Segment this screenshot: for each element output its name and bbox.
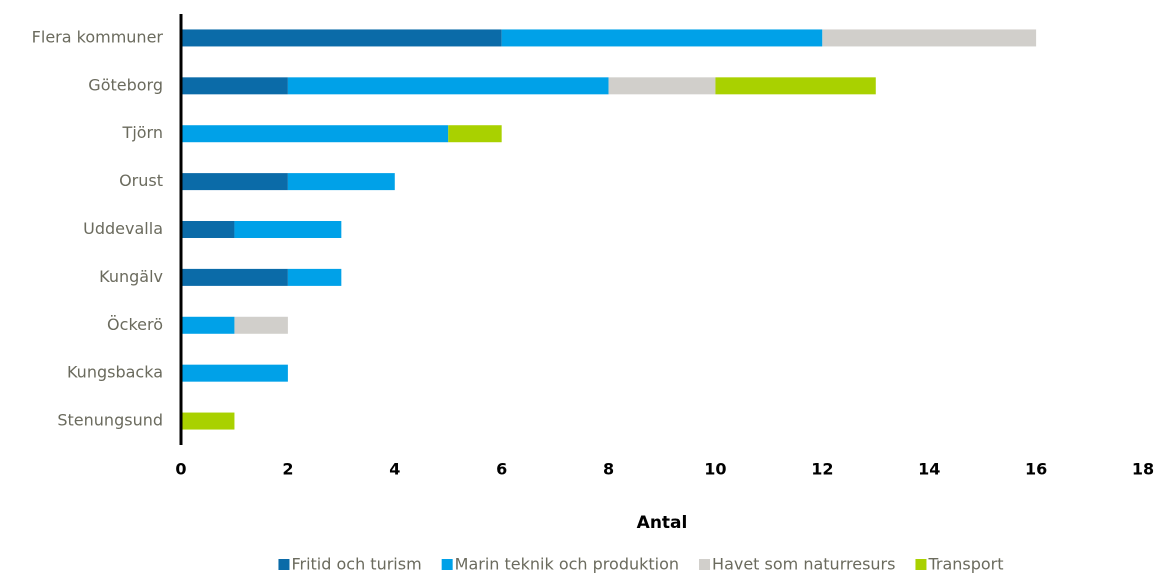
y-tick-label: Öckerö (107, 315, 163, 334)
bar-segment (287, 268, 342, 286)
x-tick-label: 4 (389, 460, 400, 479)
y-tick-label: Kungsbacka (67, 363, 163, 382)
x-tick-label: 16 (1025, 460, 1047, 479)
y-tick-label: Uddevalla (83, 219, 163, 238)
bar-segment (822, 29, 1037, 47)
legend-swatch (699, 559, 711, 570)
bar-segment (234, 316, 288, 334)
legend-label: Transport (927, 555, 1003, 574)
bar-segment (715, 77, 876, 95)
legend-label: Fritid och turism (291, 555, 421, 574)
bar-segment (501, 29, 823, 47)
legend-label: Marin teknik och produktion (455, 555, 679, 574)
y-tick-label: Kungälv (99, 267, 163, 286)
bar-segment (181, 29, 502, 47)
legend-swatch (915, 559, 927, 570)
bar-segment (287, 77, 609, 95)
legend-label: Havet som naturresurs (712, 555, 895, 574)
y-tick-label: Orust (119, 171, 163, 190)
bar-segment (181, 77, 288, 95)
x-axis-label: Antal (637, 513, 688, 533)
x-tick-label: 10 (704, 460, 726, 479)
x-tick-label: 0 (175, 460, 186, 479)
x-tick-label: 8 (603, 460, 614, 479)
bar-segment (181, 125, 449, 143)
bar-segment (608, 77, 716, 95)
bar-segment (448, 125, 502, 143)
x-tick-label: 14 (918, 460, 940, 479)
y-tick-label: Tjörn (122, 123, 163, 142)
y-tick-label: Flera kommuner (32, 27, 164, 46)
legend-swatch (278, 559, 290, 570)
bar-segment (181, 221, 235, 238)
y-tick-label: Göteborg (88, 75, 163, 94)
x-tick-label: 2 (282, 460, 293, 479)
x-tick-label: 18 (1132, 460, 1154, 479)
legend-swatch (441, 559, 453, 570)
bar-segment (181, 173, 288, 191)
x-tick-label: 12 (811, 460, 833, 479)
x-tick-label: 6 (496, 460, 507, 479)
bar-segment (234, 221, 342, 238)
bar-segment (181, 364, 288, 382)
bar-segment (181, 268, 288, 286)
bar-segment (181, 316, 235, 334)
bar-segment (181, 412, 235, 430)
y-tick-label: Stenungsund (57, 411, 163, 430)
bar-segment (287, 173, 395, 191)
